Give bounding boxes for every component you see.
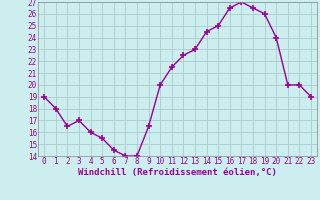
X-axis label: Windchill (Refroidissement éolien,°C): Windchill (Refroidissement éolien,°C) [78,168,277,177]
